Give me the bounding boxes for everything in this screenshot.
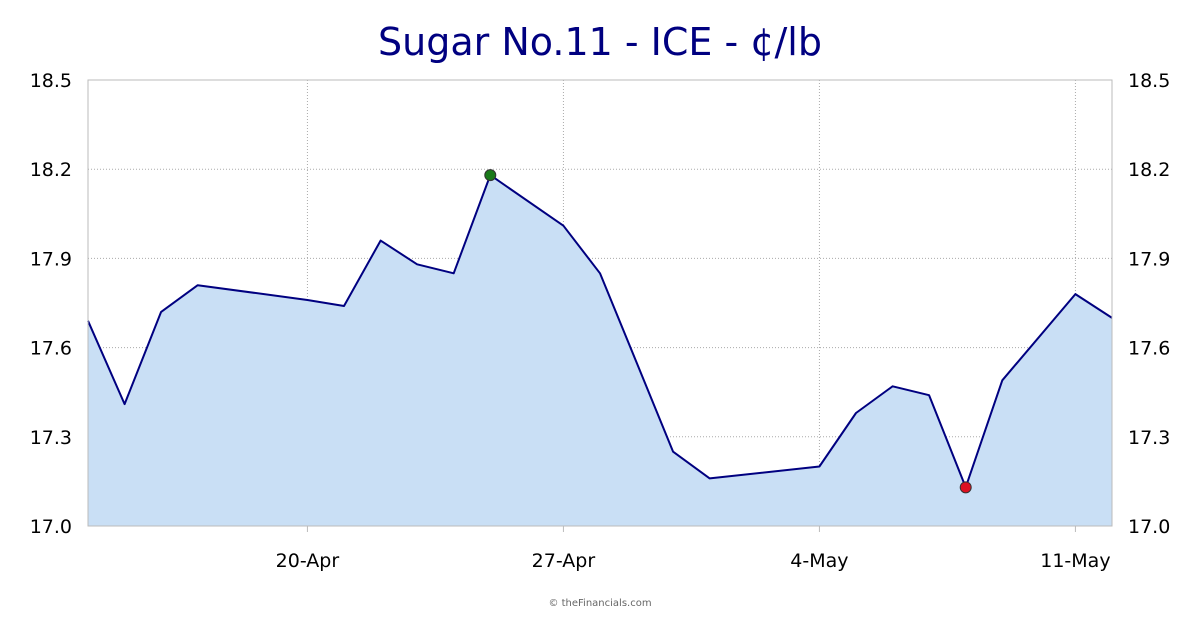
x-tick-label: 20-Apr: [276, 550, 340, 572]
y-tick-label-left: 17.0: [30, 516, 72, 538]
y-tick-label-right: 17.0: [1128, 516, 1170, 538]
marker-layer: [484, 169, 972, 494]
label-layer: 17.0 17.0 17.3 17.3 17.6 17.6 17.9 17.9 18.2 18.2…: [30, 70, 1171, 572]
x-tick-label: 11-May: [1040, 550, 1110, 572]
series-area-fill: [88, 175, 1112, 526]
y-tick-label-left: 17.9: [30, 248, 72, 270]
y-tick-label-right: 18.2: [1128, 159, 1170, 181]
area-layer: [87, 174, 1113, 526]
x-tick-label: 4-May: [790, 550, 848, 572]
chart-title: Sugar No.11 - ICE - ¢/lb: [378, 20, 822, 64]
y-tick-label-right: 17.6: [1128, 338, 1170, 360]
y-tick-label-left: 17.6: [30, 338, 72, 360]
y-tick-label-right: 18.5: [1128, 70, 1170, 92]
plot-frame: [87, 79, 1113, 527]
y-tick-label-right: 17.9: [1128, 248, 1170, 270]
axes-layer: [87, 79, 1113, 532]
y-tick-label-left: 17.3: [30, 427, 72, 449]
high-marker: [484, 169, 497, 182]
y-tick-label-right: 17.3: [1128, 427, 1170, 449]
low-marker: [959, 481, 972, 494]
credit-text: © theFinancials.com: [548, 598, 652, 609]
y-tick-label-left: 18.5: [30, 70, 72, 92]
y-tick-label-left: 18.2: [30, 159, 72, 181]
x-tick-label: 27-Apr: [532, 550, 596, 572]
series-line: [87, 174, 1113, 489]
